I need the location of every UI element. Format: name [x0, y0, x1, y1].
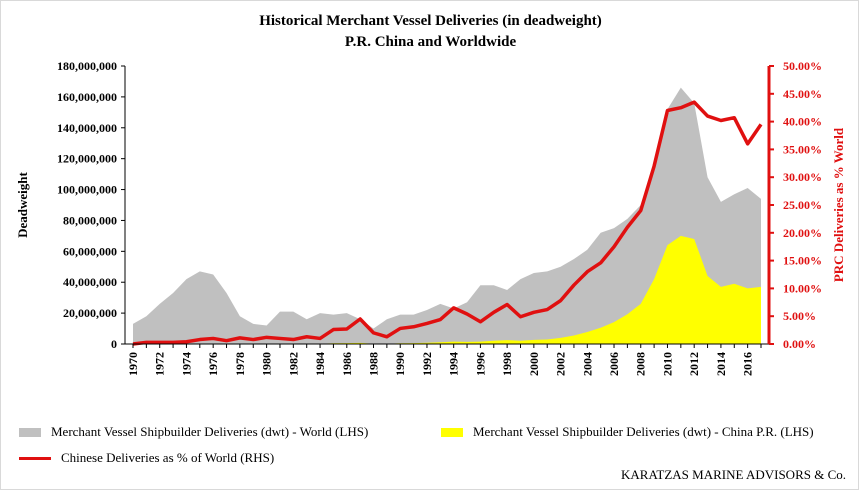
x-tick-label: 2000: [527, 352, 541, 376]
x-tick-label: 1972: [153, 352, 167, 376]
x-tick-label: 1978: [233, 352, 247, 376]
legend-swatch-world: [19, 427, 41, 437]
legend-label-share: Chinese Deliveries as % of World (RHS): [61, 450, 275, 465]
legend-item-world: Merchant Vessel Shipbuilder Deliveries (…: [19, 424, 368, 440]
y-tick-label: 180,000,000: [57, 59, 117, 73]
x-tick-label: 1984: [313, 352, 327, 376]
y-tick-label: 140,000,000: [57, 121, 117, 135]
y-tick-label: 100,000,000: [57, 183, 117, 197]
legend-swatch-china: [441, 427, 463, 437]
chart-title-block: Historical Merchant Vessel Deliveries (i…: [1, 11, 859, 53]
x-tick-label: 1982: [286, 352, 300, 376]
x-tick-label: 1976: [206, 352, 220, 376]
y2-tick-label: 45.00%: [783, 87, 822, 101]
chart-title: Historical Merchant Vessel Deliveries (i…: [259, 13, 602, 29]
x-tick-label: 2006: [607, 352, 621, 376]
legend-label-world: Merchant Vessel Shipbuilder Deliveries (…: [51, 424, 369, 439]
x-tick-label: 1992: [420, 352, 434, 376]
y2-tick-label: 30.00%: [783, 170, 822, 184]
legend-item-china: Merchant Vessel Shipbuilder Deliveries (…: [441, 424, 814, 440]
area-series-world: [133, 87, 761, 344]
line-series-share: [132, 100, 763, 346]
area-series-china: [133, 235, 761, 344]
y-tick-label: 40,000,000: [63, 275, 117, 289]
y-tick-label: 80,000,000: [63, 213, 117, 227]
x-tick-label: 2008: [634, 352, 648, 376]
y2-tick-label: 35.00%: [783, 142, 822, 156]
x-tick-label: 2014: [714, 352, 728, 376]
x-tick-label: 2012: [687, 352, 701, 376]
legend-item-share: Chinese Deliveries as % of World (RHS): [19, 450, 274, 466]
y2-tick-label: 20.00%: [783, 226, 822, 240]
x-tick-label: 1998: [500, 352, 514, 376]
x-tick-label: 1994: [447, 352, 461, 376]
y-tick-label: 60,000,000: [63, 244, 117, 258]
x-tick-label: 1974: [179, 352, 193, 376]
y-tick-label: 120,000,000: [57, 152, 117, 166]
x-tick-label: 2010: [660, 352, 674, 376]
y-tick-label: 0: [111, 337, 117, 351]
y2-tick-label: 15.00%: [783, 254, 822, 268]
x-tick-label: 1970: [126, 352, 140, 376]
y2-tick-label: 50.00%: [783, 59, 822, 73]
x-tick-label: 1988: [367, 352, 381, 376]
y-axis-label: Deadweight: [15, 171, 30, 237]
y-tick-label: 160,000,000: [57, 90, 117, 104]
y2-tick-label: 0.00%: [783, 337, 816, 351]
credit-text: KARATZAS MARINE ADVISORS & Co.: [621, 467, 846, 482]
y2-tick-label: 40.00%: [783, 115, 822, 129]
y2-tick-label: 10.00%: [783, 281, 822, 295]
x-tick-label: 1996: [473, 352, 487, 376]
x-tick-label: 2016: [741, 352, 755, 376]
x-tick-label: 1986: [340, 352, 354, 376]
x-tick-label: 2004: [580, 352, 594, 376]
x-tick-label: 1980: [260, 352, 274, 376]
y2-tick-label: 5.00%: [783, 309, 816, 323]
x-tick-label: 2002: [554, 352, 568, 376]
legend-label-china: Merchant Vessel Shipbuilder Deliveries (…: [473, 424, 814, 439]
chart-subtitle: P.R. China and Worldwide: [344, 34, 517, 50]
y2-axis-label: PRC Deliveries as % World: [831, 127, 846, 282]
y-tick-label: 20,000,000: [63, 306, 117, 320]
y2-tick-label: 25.00%: [783, 198, 822, 212]
x-tick-label: 1990: [393, 352, 407, 376]
legend-swatch-share: [19, 456, 51, 460]
